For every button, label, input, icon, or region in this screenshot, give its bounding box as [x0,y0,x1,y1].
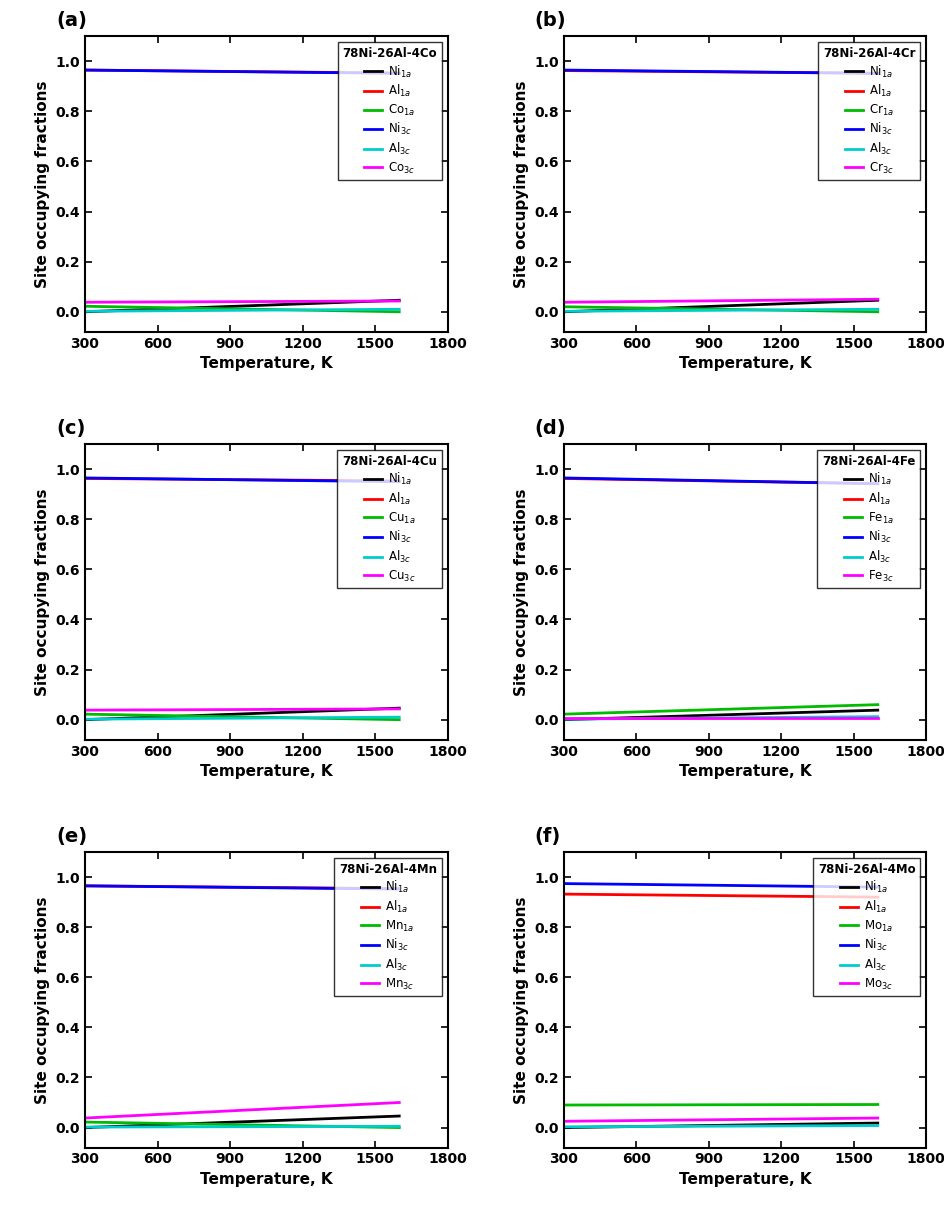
Legend: Ni$_{1a}$, Al$_{1a}$, Fe$_{1a}$, Ni$_{3c}$, Al$_{3c}$, Fe$_{3c}$: Ni$_{1a}$, Al$_{1a}$, Fe$_{1a}$, Ni$_{3c… [817,451,919,588]
Legend: Ni$_{1a}$, Al$_{1a}$, Mn$_{1a}$, Ni$_{3c}$, Al$_{3c}$, Mn$_{3c}$: Ni$_{1a}$, Al$_{1a}$, Mn$_{1a}$, Ni$_{3c… [334,858,441,997]
Y-axis label: Site occupying fractions: Site occupying fractions [513,80,528,288]
Text: (a): (a) [56,11,87,30]
X-axis label: Temperature, K: Temperature, K [678,765,810,779]
Y-axis label: Site occupying fractions: Site occupying fractions [35,80,50,288]
Legend: Ni$_{1a}$, Al$_{1a}$, Cr$_{1a}$, Ni$_{3c}$, Al$_{3c}$, Cr$_{3c}$: Ni$_{1a}$, Al$_{1a}$, Cr$_{1a}$, Ni$_{3c… [818,42,919,180]
Y-axis label: Site occupying fractions: Site occupying fractions [513,896,528,1104]
Text: (d): (d) [534,419,565,439]
Legend: Ni$_{1a}$, Al$_{1a}$, Co$_{1a}$, Ni$_{3c}$, Al$_{3c}$, Co$_{3c}$: Ni$_{1a}$, Al$_{1a}$, Co$_{1a}$, Ni$_{3c… [337,42,441,180]
Text: (e): (e) [56,827,87,846]
Y-axis label: Site occupying fractions: Site occupying fractions [35,488,50,696]
X-axis label: Temperature, K: Temperature, K [200,356,332,371]
Legend: Ni$_{1a}$, Al$_{1a}$, Cu$_{1a}$, Ni$_{3c}$, Al$_{3c}$, Cu$_{3c}$: Ni$_{1a}$, Al$_{1a}$, Cu$_{1a}$, Ni$_{3c… [337,451,441,588]
Text: (c): (c) [56,419,85,439]
Text: (b): (b) [534,11,565,30]
Text: (f): (f) [534,827,560,846]
X-axis label: Temperature, K: Temperature, K [200,765,332,779]
X-axis label: Temperature, K: Temperature, K [200,1172,332,1187]
Legend: Ni$_{1a}$, Al$_{1a}$, Mo$_{1a}$, Ni$_{3c}$, Al$_{3c}$, Mo$_{3c}$: Ni$_{1a}$, Al$_{1a}$, Mo$_{1a}$, Ni$_{3c… [812,858,919,997]
Y-axis label: Site occupying fractions: Site occupying fractions [35,896,50,1104]
X-axis label: Temperature, K: Temperature, K [678,356,810,371]
Y-axis label: Site occupying fractions: Site occupying fractions [513,488,528,696]
X-axis label: Temperature, K: Temperature, K [678,1172,810,1187]
